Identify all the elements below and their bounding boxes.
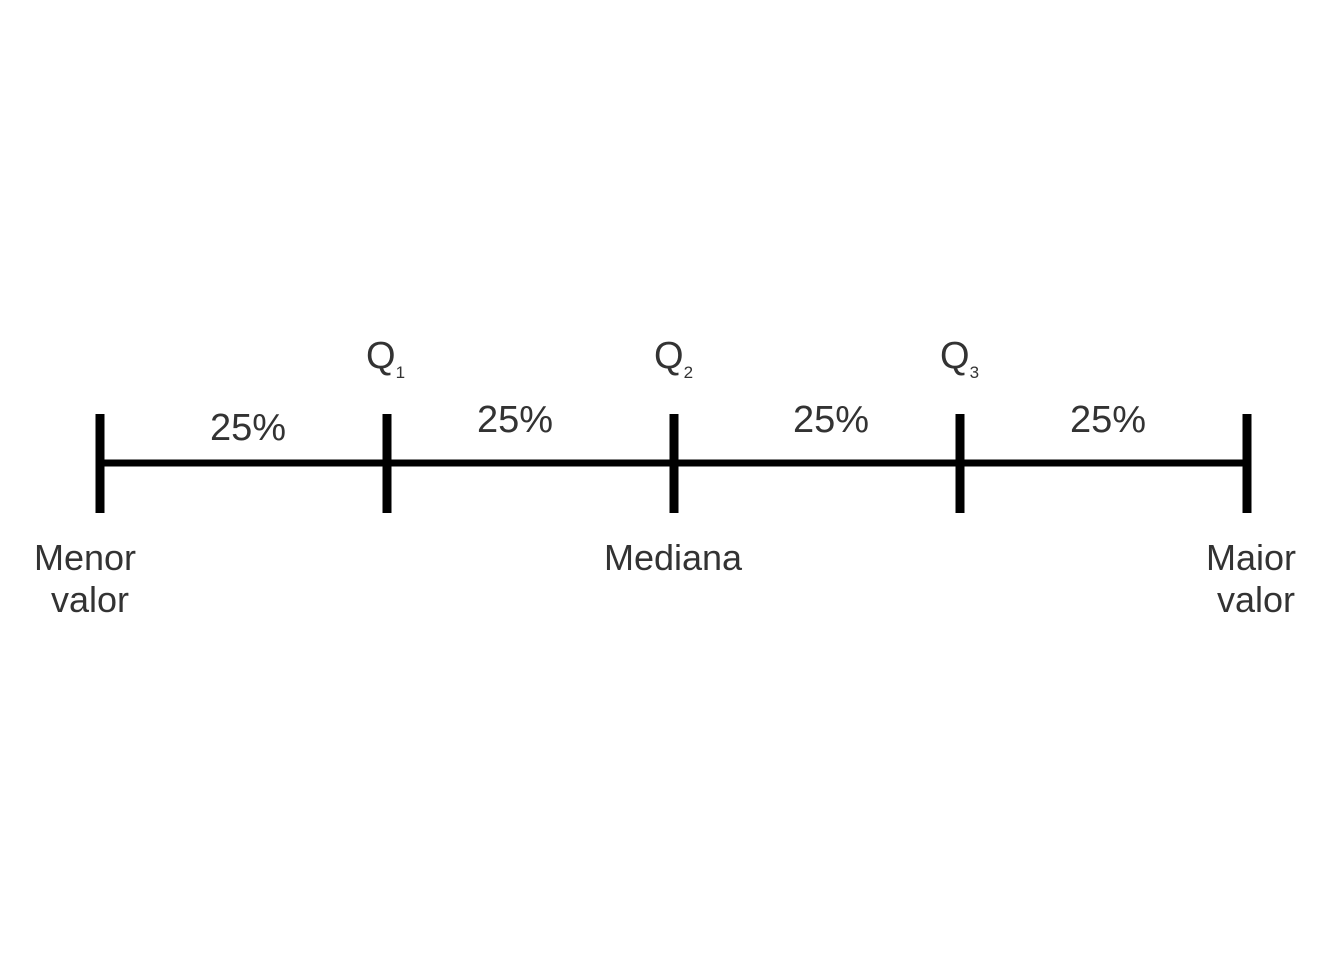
segment-label-1: 25% <box>210 407 286 449</box>
max-label-line-2: valor <box>1217 579 1295 620</box>
q3-subscript: 3 <box>970 363 979 382</box>
max-label-line-1: Maior <box>1206 537 1296 578</box>
q2-subscript: 2 <box>684 363 693 382</box>
q3-label: Q3 <box>940 335 979 382</box>
q2-letter: Q <box>654 335 684 377</box>
max-value-label: Maior valor <box>1206 537 1306 620</box>
segment-label-4: 25% <box>1070 399 1146 441</box>
min-value-label: Menor valor <box>34 537 146 620</box>
segment-label-3: 25% <box>793 399 869 441</box>
q3-letter: Q <box>940 335 970 377</box>
q1-letter: Q <box>366 335 396 377</box>
q1-subscript: 1 <box>396 363 405 382</box>
min-label-line-1: Menor <box>34 537 136 578</box>
segment-label-2: 25% <box>477 399 553 441</box>
min-label-line-2: valor <box>51 579 129 620</box>
q2-label: Q2 <box>654 335 693 382</box>
median-label: Mediana <box>604 537 743 578</box>
q1-label: Q1 <box>366 335 405 382</box>
